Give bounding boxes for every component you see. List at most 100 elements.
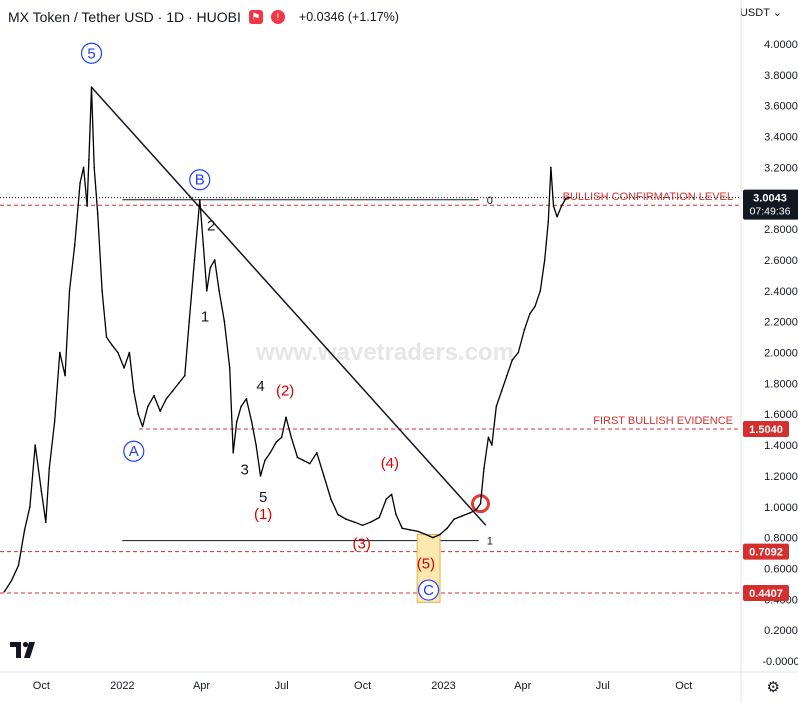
price-point xyxy=(269,451,271,454)
price-point xyxy=(565,197,567,200)
price-point xyxy=(323,475,325,477)
price-point xyxy=(177,382,180,385)
price-point xyxy=(79,182,81,184)
wave-circle xyxy=(189,169,211,191)
price-point xyxy=(193,259,196,261)
wave-label: (1) xyxy=(254,506,272,523)
price-point xyxy=(432,536,434,539)
level-tag-bg xyxy=(743,421,789,438)
trendline xyxy=(90,86,487,526)
fib-label: 0 xyxy=(487,195,493,207)
price-point xyxy=(401,527,403,530)
y-tick-label: 0.2000 xyxy=(764,625,798,637)
price-point xyxy=(235,421,238,423)
price-point xyxy=(543,259,546,261)
price-point xyxy=(213,259,216,261)
watermark-layer: www.wavetraders.com xyxy=(255,339,514,366)
alert-icon[interactable]: ! xyxy=(270,10,285,24)
price-point xyxy=(255,444,257,446)
price-point xyxy=(29,505,31,508)
price-point xyxy=(479,502,482,505)
y-tick-label: 3.6000 xyxy=(764,101,798,113)
price-point xyxy=(296,456,299,459)
y-tick-label: -0.0000 xyxy=(762,656,798,668)
price-point xyxy=(361,524,364,527)
wave-circle xyxy=(123,440,145,462)
y-tick-label: 2.0000 xyxy=(764,348,798,360)
level-tag-text: 1.5040 xyxy=(749,424,783,436)
price-point xyxy=(93,166,95,169)
price-point xyxy=(117,351,119,354)
price-point xyxy=(90,86,93,88)
price-point xyxy=(101,290,103,292)
price-point xyxy=(495,405,498,408)
price-point xyxy=(275,441,278,443)
price-point xyxy=(132,390,135,392)
price-point xyxy=(250,421,253,423)
price-point xyxy=(53,421,56,423)
price-point xyxy=(552,205,555,207)
wave-label: C xyxy=(423,582,434,599)
y-tick-label: 0.8000 xyxy=(764,533,798,545)
price-point xyxy=(353,521,356,523)
price-point xyxy=(64,374,66,377)
price-point xyxy=(165,397,168,400)
price-point xyxy=(128,351,131,354)
y-axis[interactable]: 4.00003.80003.60003.40003.20003.00002.80… xyxy=(762,39,798,668)
price-point xyxy=(240,405,242,408)
x-tick-label: Jul xyxy=(275,680,289,692)
x-tick-label: Oct xyxy=(33,680,50,692)
price-point xyxy=(141,425,144,428)
level-tag-bg xyxy=(743,543,789,560)
level-tag-text: 0.4407 xyxy=(749,588,783,600)
price-point xyxy=(171,390,174,392)
price-point xyxy=(330,498,332,500)
wave-label: 2 xyxy=(207,218,215,235)
gear-icon[interactable]: ⚙ xyxy=(766,679,780,696)
price-point xyxy=(446,527,448,530)
wave-label: 3 xyxy=(240,461,248,478)
y-tick-label: 3.8000 xyxy=(764,70,798,82)
y-tick-label: 1.4000 xyxy=(764,440,798,452)
y-tick-label: 1.2000 xyxy=(764,471,798,483)
y-tick-label: 0.6000 xyxy=(764,563,798,575)
price-point xyxy=(184,374,186,377)
price-point xyxy=(206,290,208,292)
price-point xyxy=(86,205,88,207)
price-point xyxy=(378,516,381,519)
price-point xyxy=(556,215,558,218)
wave-label: (5) xyxy=(417,555,435,572)
price-point xyxy=(159,410,161,412)
price-point xyxy=(511,359,513,362)
price-point xyxy=(550,166,552,169)
y-tick-label: 1.8000 xyxy=(764,378,798,390)
price-point xyxy=(74,243,76,246)
price-point xyxy=(48,467,51,469)
symbol-title[interactable]: MX Token / Tether USD · 1D · HUOBI xyxy=(8,9,241,25)
price-point xyxy=(539,290,542,292)
chart-header: MX Token / Tether USD · 1D · HUOBI ⚑ ! +… xyxy=(8,6,399,28)
y-tick-label: 3.2000 xyxy=(764,162,798,174)
currency-label: USDT xyxy=(739,7,770,19)
price-point xyxy=(395,513,397,516)
price-point xyxy=(453,518,455,520)
price-point xyxy=(198,198,201,201)
x-tick-label: Oct xyxy=(675,680,692,692)
x-axis[interactable]: Oct 2022 Apr Jul Oct 2023 Apr Jul Oct xyxy=(33,680,693,692)
wave-label: (4) xyxy=(381,455,399,472)
y-tick-label: 1.6000 xyxy=(764,409,798,421)
price-point xyxy=(547,220,550,223)
price-point xyxy=(461,515,463,517)
tradingview-logo xyxy=(10,641,35,658)
price-point xyxy=(280,436,283,439)
price-point xyxy=(491,444,493,446)
price-point xyxy=(475,509,477,511)
price-point xyxy=(369,521,372,523)
flag-icon[interactable]: ⚑ xyxy=(248,10,263,24)
x-tick-label: 2023 xyxy=(431,680,455,692)
currency-select[interactable]: USDT ⌄ xyxy=(740,6,782,19)
price-point xyxy=(483,467,485,469)
